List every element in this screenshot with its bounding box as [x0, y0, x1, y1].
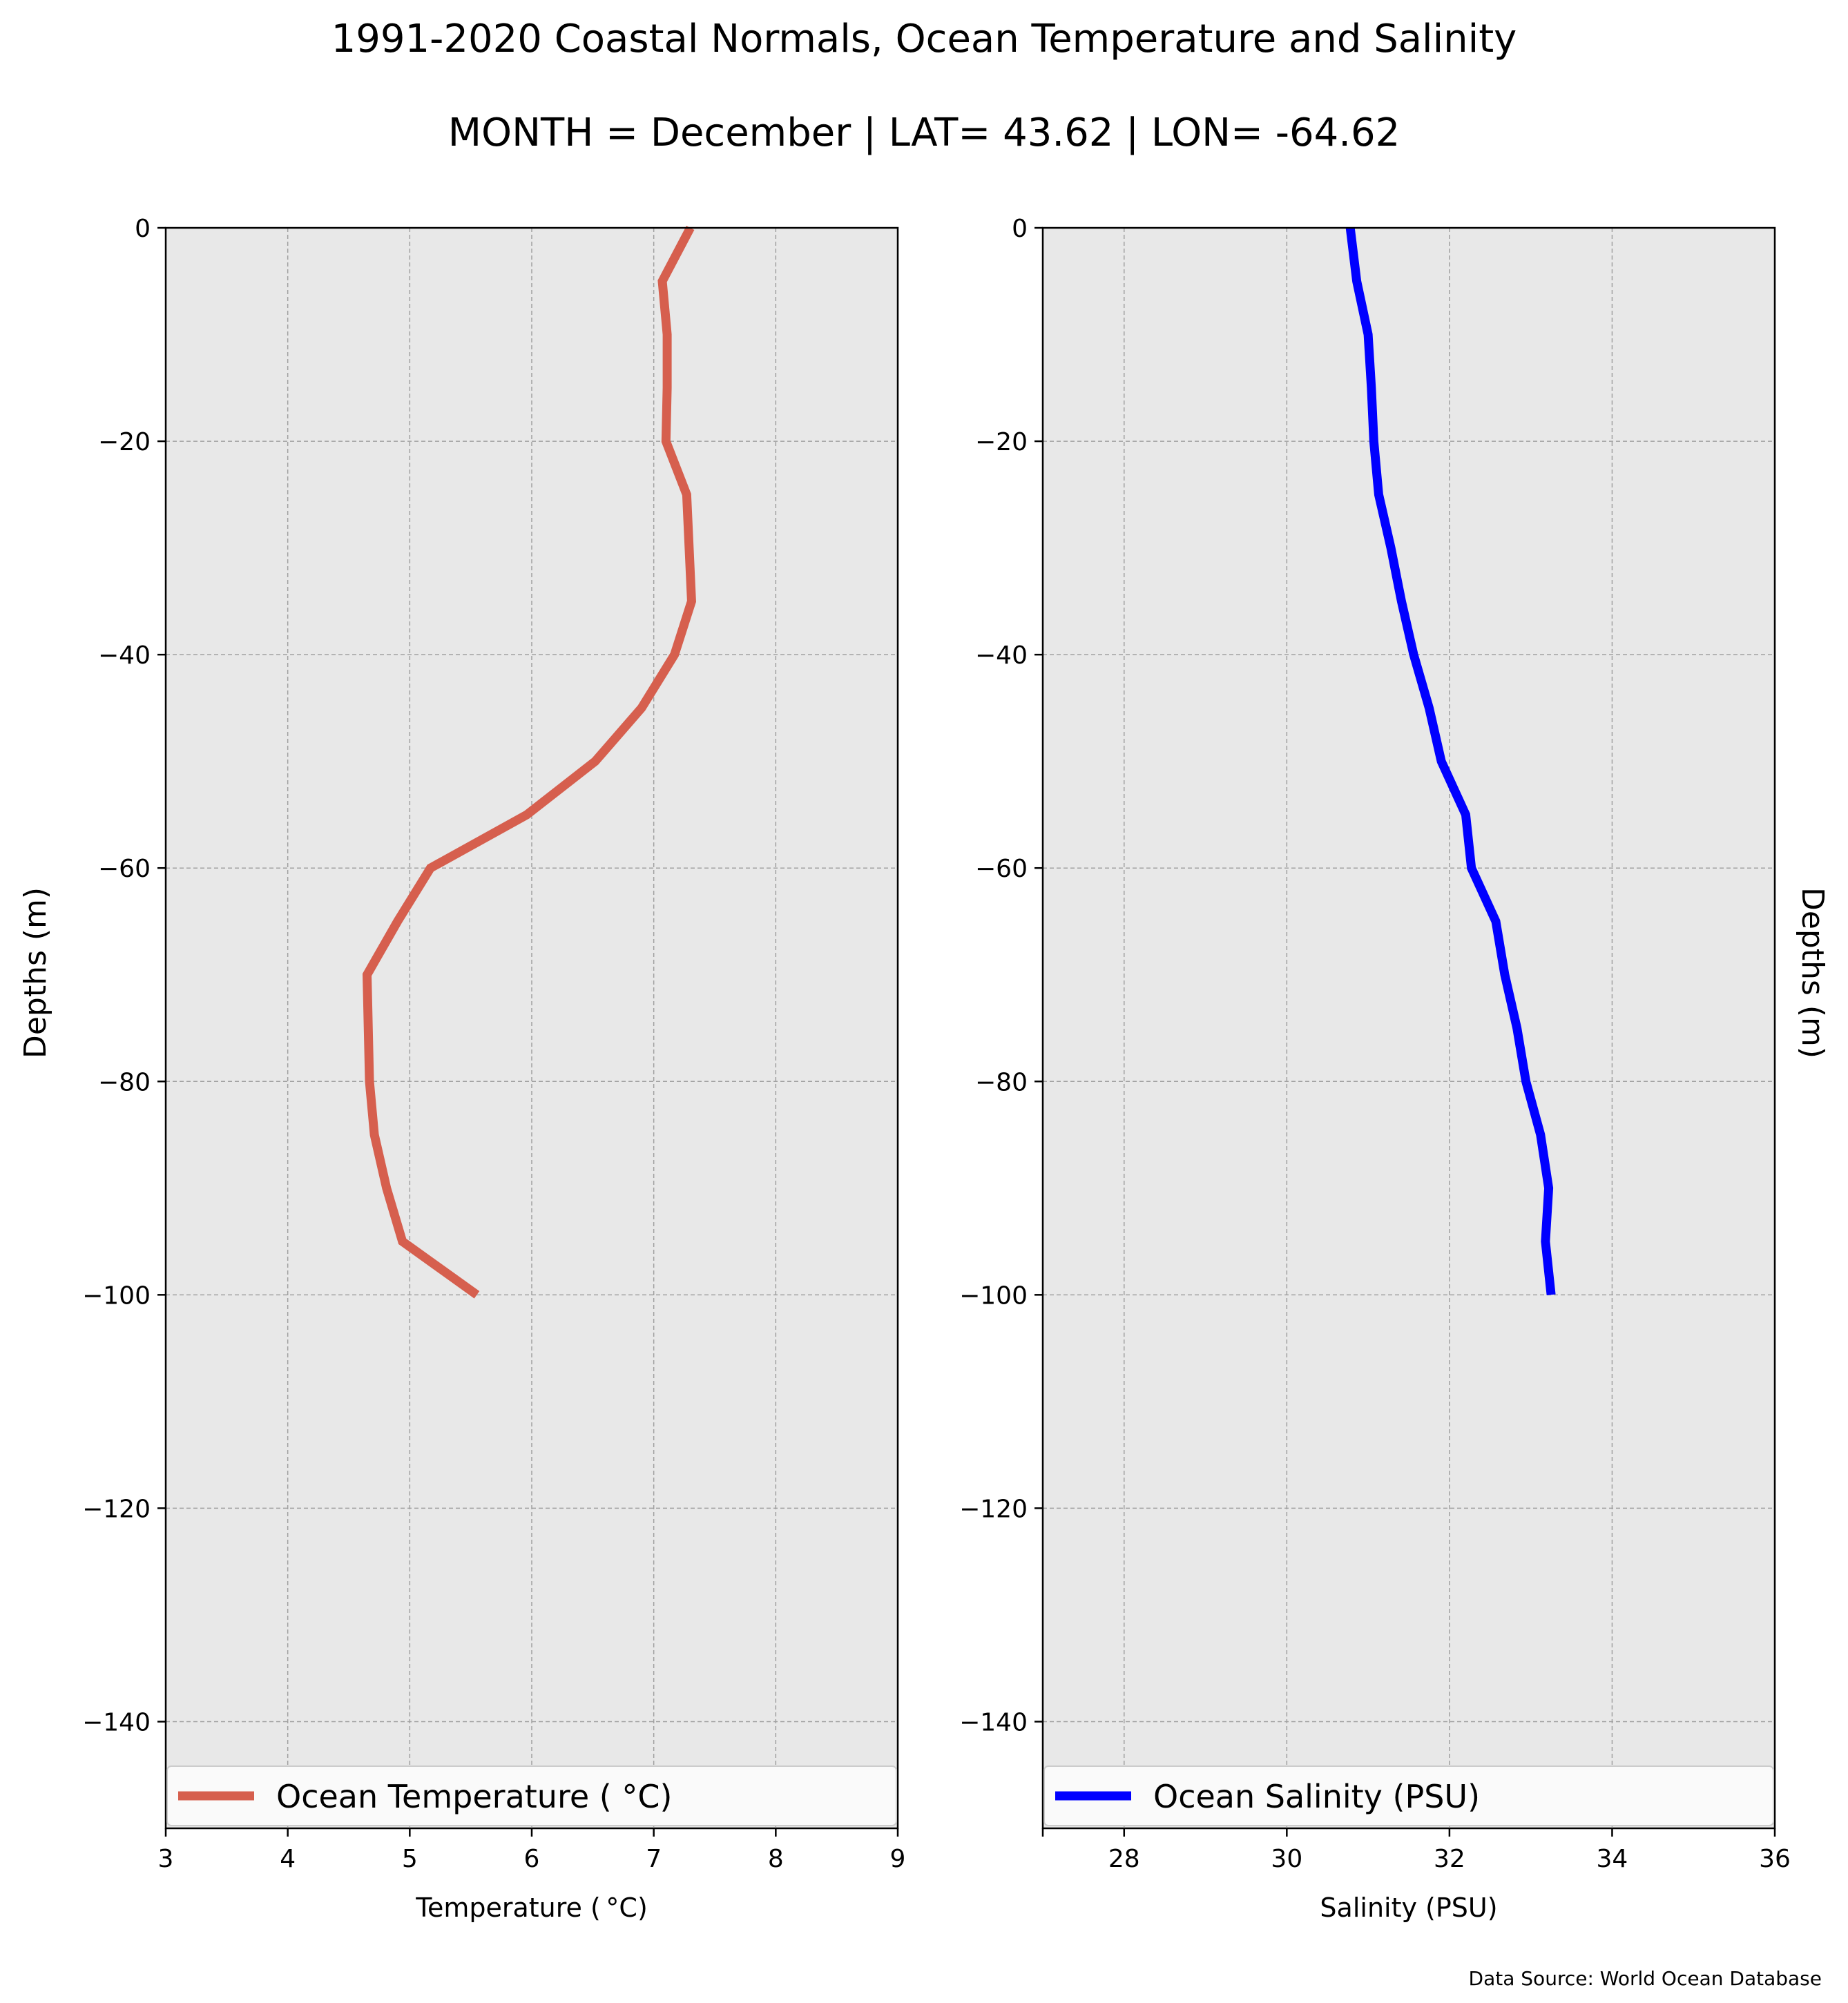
- temperature-xtick-label: 3: [158, 1845, 174, 1873]
- salinity-ytick-label: −140: [959, 1708, 1028, 1736]
- temperature-legend-box: [166, 1765, 897, 1826]
- data-source-note: Data Source: World Ocean Database: [1469, 1967, 1822, 1990]
- temperature-ytick-label: −120: [82, 1495, 151, 1523]
- salinity-legend-box: [1043, 1765, 1774, 1826]
- salinity-xtick-label: 32: [1434, 1845, 1465, 1873]
- temperature-ytick-label: 0: [135, 215, 151, 243]
- salinity-ytick-label: −60: [975, 855, 1028, 883]
- salinity-plot-area: [1043, 228, 1775, 1828]
- temperature-ytick-label: −140: [82, 1708, 151, 1736]
- temperature-xtick-label: 5: [402, 1845, 418, 1873]
- salinity-xtick-label: 34: [1597, 1845, 1628, 1873]
- temperature-ytick-label: −60: [98, 855, 151, 883]
- temperature-ytick-label: −20: [98, 428, 151, 456]
- salinity-series-line: [1345, 227, 1556, 1296]
- temperature-xtick-label: 6: [524, 1845, 540, 1873]
- chart-title: 1991-2020 Coastal Normals, Ocean Tempera…: [331, 17, 1517, 61]
- temperature-series-line: [362, 225, 696, 1299]
- salinity-axes-frame: [1041, 226, 1776, 1830]
- salinity-ytick-label: −120: [959, 1495, 1028, 1523]
- salinity-xtick-label: 30: [1271, 1845, 1302, 1873]
- temperature-xaxis-label: Temperature ( °C): [415, 1893, 648, 1923]
- temperature-ytick-label: −40: [98, 641, 151, 670]
- temperature-legend-label: Ocean Temperature ( °C): [276, 1778, 672, 1815]
- temperature-panel: 3 4 5 6 7 8 9 0 −20 −40 −60 −80 −100 −120 −140 Temperat…: [18, 215, 905, 1923]
- temperature-ytick-label: −100: [82, 1281, 151, 1310]
- salinity-yaxis-label: Depths (m): [1795, 887, 1830, 1058]
- salinity-panel: 28 30 32 34 36 0 −20 −40 −60 −80 −100 −120 −140 Salin…: [959, 215, 1830, 1923]
- temperature-legend: Ocean Temperature ( °C): [166, 1765, 897, 1826]
- chart-subtitle: MONTH = December | LAT= 43.62 | LON= -64…: [448, 110, 1401, 155]
- temperature-xtick-label: 7: [646, 1845, 662, 1873]
- salinity-xtick-label: 28: [1108, 1845, 1140, 1873]
- temperature-xtick-label: 8: [768, 1845, 784, 1873]
- temperature-yaxis-label: Depths (m): [18, 887, 53, 1058]
- salinity-ytick-label: −80: [975, 1068, 1028, 1096]
- salinity-legend-label: Ocean Salinity (PSU): [1153, 1778, 1480, 1815]
- salinity-ytick-label: 0: [1012, 215, 1028, 243]
- salinity-ytick-label: −100: [959, 1281, 1028, 1310]
- temperature-xtick-label: 9: [890, 1845, 906, 1873]
- salinity-xaxis-label: Salinity (PSU): [1320, 1893, 1497, 1923]
- salinity-ytick-label: −40: [975, 641, 1028, 670]
- temperature-xtick-label: 4: [280, 1845, 296, 1873]
- salinity-ytick-label: −20: [975, 428, 1028, 456]
- temperature-ytick-label: −80: [98, 1068, 151, 1096]
- salinity-legend: Ocean Salinity (PSU): [1043, 1765, 1774, 1826]
- salinity-xtick-label: 36: [1759, 1845, 1791, 1873]
